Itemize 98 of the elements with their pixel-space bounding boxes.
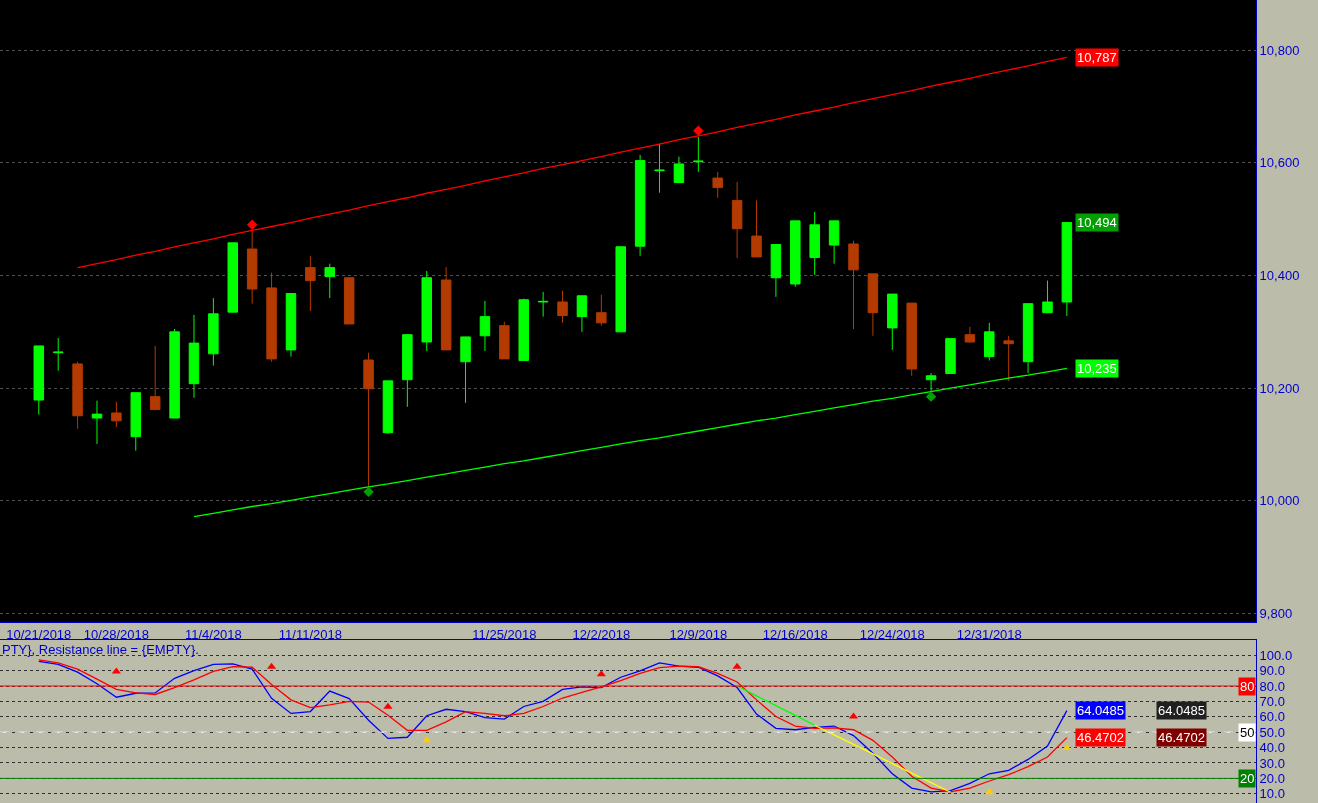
x-tick-label: 12/2/2018 [572,626,631,642]
y-tick-label: 10,000 [1259,493,1300,509]
candlestick [751,200,762,258]
x-tick-label: 12/9/2018 [669,626,728,642]
candlestick [52,337,64,372]
candlestick [770,244,782,298]
candlestick [440,266,452,351]
candlestick [518,298,529,362]
x-tick-label: 12/24/2018 [859,626,925,642]
ref-line-label: 80 [1240,679,1255,694]
point [925,391,937,402]
y-tick-label: 50.0 [1259,724,1285,740]
point [732,662,742,669]
ref-line-label: 20 [1240,771,1255,786]
candlestick [305,255,316,312]
candlestick [111,401,122,428]
x-tick-label: 12/31/2018 [956,626,1022,642]
text: 64.0485 [1158,703,1205,718]
point [363,486,374,498]
candlestick [576,295,588,333]
line-series [76,56,1068,269]
y-tick-label: 90.0 [1259,663,1285,679]
candlestick [809,211,820,276]
candlestick [1061,222,1073,317]
y-tick-label: 70.0 [1259,693,1285,709]
candlestick [460,336,471,404]
candlestick [324,263,336,299]
x-tick-label: 12/16/2018 [762,626,828,642]
candlestick [1003,335,1014,382]
x-tick-label: 11/4/2018 [184,626,242,642]
annotation: PTY}, Resistance line = {EMPTY}. [2,642,199,657]
candlestick [848,240,859,330]
y-tick-label: 80.0 [1259,678,1285,694]
candlestick [828,220,840,265]
y-tick-label: 10,200 [1259,380,1300,396]
candlestick [596,294,607,327]
candlestick [33,345,45,416]
x-tick-label: 10/21/2018 [6,626,72,642]
x-tick-label: 10/28/2018 [83,626,149,642]
candlestick [479,300,491,352]
candlestick [867,273,879,337]
candlestick [246,230,258,305]
candlestick [382,380,394,435]
candlestick [673,156,685,184]
candlestick [227,242,239,313]
candlestick [984,322,995,362]
data-label: 10,235 [1077,361,1117,376]
x-tick-label: 11/25/2018 [472,626,537,642]
candlestick [208,297,219,367]
candlestick [343,277,355,325]
candlestick [130,392,142,452]
line-series [736,685,816,726]
candlestick [906,302,917,377]
candlestick [964,326,976,344]
candlestick [615,246,626,333]
candlestick [634,154,646,257]
line-series [814,724,952,793]
y-tick-label: 10,800 [1259,42,1300,58]
y-tick-label: 10,600 [1259,155,1300,171]
candlestick [169,328,180,419]
candlestick [712,171,723,199]
text: 10,494 [1077,215,1117,230]
y-tick-label: 40.0 [1259,740,1285,756]
candlestick [91,400,103,445]
y-tick-label: 60.0 [1259,709,1285,725]
candlestick [149,345,161,411]
candlestick [790,220,801,288]
y-tick-label: 9,800 [1259,606,1293,622]
point [693,125,704,136]
candlestick [557,290,568,324]
y-tick-label: 10,400 [1259,268,1300,284]
point [383,702,393,709]
data-label: 10,787 [1077,50,1117,65]
candlestick [72,361,83,430]
candlestick [945,338,956,375]
candlestick [887,293,898,351]
candlestick [693,136,704,173]
candlestick [1042,280,1053,314]
candlestick [537,291,549,318]
point [246,219,258,230]
y-tick-label: 30.0 [1259,755,1285,771]
data-label: 46.4702 [1077,730,1124,745]
text: 46.4702 [1158,730,1205,745]
candlestick [402,334,413,408]
candlestick [285,293,297,358]
y-tick-label: 100.0 [1259,647,1293,663]
y-tick-label: 10.0 [1259,786,1285,802]
y-tick-label: 20.0 [1259,770,1285,786]
candlestick [421,270,432,352]
point [1062,743,1072,750]
data-label: 64.0485 [1077,703,1124,718]
candlestick [499,321,510,360]
ref-line-label: 50 [1240,725,1255,740]
x-tick-label: 11/11/2018 [278,626,342,642]
candlestick [654,143,665,194]
candlestick [266,272,277,363]
candlestick [731,181,743,259]
candlestick [188,314,200,399]
